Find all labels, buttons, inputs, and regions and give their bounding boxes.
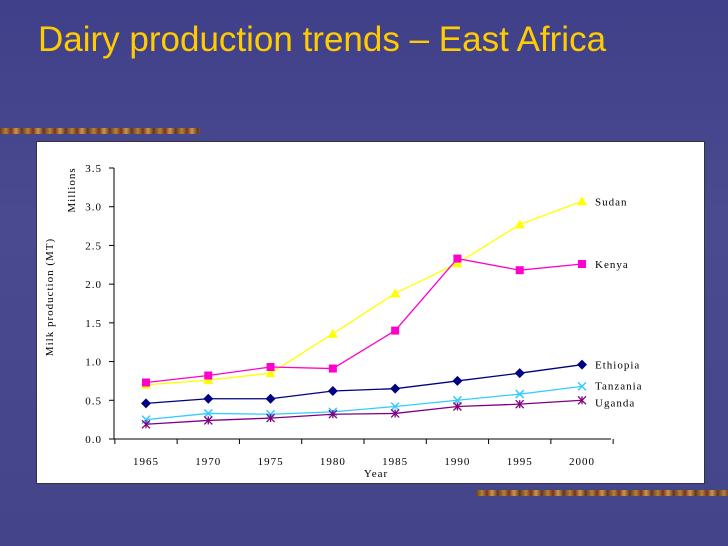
x-tick-label: 1980	[320, 456, 346, 468]
x-tick-label: 1985	[382, 456, 408, 468]
series-line	[145, 200, 583, 386]
x-tick-label: 1975	[258, 456, 284, 468]
series-label-tanzania: Tanzania	[595, 380, 643, 392]
chart-panel: 0.0 0.5 1.0 1.5 2.0 2.5 3.0 3.5 1965 1970 1975 1980…	[36, 141, 705, 484]
data-point	[328, 364, 337, 373]
axes: 0.0 0.5 1.0 1.5 2.0 2.5 3.0 3.5 1965 1970 1975 1980…	[44, 163, 614, 480]
data-point	[327, 385, 338, 396]
data-point	[328, 409, 338, 419]
data-point	[452, 258, 463, 268]
data-point	[452, 402, 462, 411]
data-point	[453, 254, 462, 263]
data-point	[390, 383, 401, 394]
data-point	[203, 415, 213, 425]
data-point	[265, 393, 276, 404]
series-sudan	[141, 196, 587, 389]
data-point	[515, 266, 524, 275]
y-tick-label: 1.0	[85, 357, 102, 369]
data-point	[204, 371, 213, 380]
data-point	[141, 419, 151, 429]
data-point	[141, 398, 151, 409]
data-point-stroke	[515, 389, 525, 399]
data-point	[142, 378, 150, 387]
x-tick-label: 1995	[507, 456, 533, 468]
data-point	[390, 401, 400, 412]
data-point-stroke	[577, 381, 587, 391]
series-tanzania	[141, 381, 587, 425]
data-point	[514, 219, 525, 229]
data-point	[266, 362, 275, 371]
series-line	[145, 399, 583, 425]
series-line	[145, 385, 583, 421]
series-label-kenya: Kenya	[595, 259, 629, 271]
data-point	[265, 368, 276, 378]
series-line	[145, 257, 583, 384]
data-point	[577, 381, 587, 391]
y-tick-label: 2.0	[85, 279, 102, 291]
x-tick-label: 1970	[195, 456, 221, 468]
y-tick-label: 3.0	[85, 202, 102, 214]
data-point	[390, 408, 400, 418]
data-point	[515, 389, 525, 399]
x-tick-label: 1990	[444, 456, 470, 468]
series-line	[145, 364, 583, 405]
series-kenya	[142, 254, 586, 387]
series-label-uganda: Uganda	[595, 397, 635, 409]
data-point	[203, 408, 213, 418]
series-labels: Sudan Kenya Ethiopia Tanzania Uganda	[595, 196, 643, 409]
data-point	[203, 393, 214, 404]
y-axis-title: Milk production (MT)	[44, 238, 56, 356]
slide-title: Dairy production trends – East Africa	[38, 20, 607, 59]
data-point	[391, 326, 400, 335]
data-point	[203, 375, 214, 385]
y-tick-label: 1.5	[85, 318, 102, 330]
y-tick-label: 0.5	[85, 395, 102, 407]
decorative-bar-bottom	[476, 490, 728, 496]
y-tick-label: 0.0	[85, 434, 102, 446]
data-point	[514, 368, 525, 379]
x-axis-title: Year	[364, 468, 388, 480]
x-tick-label: 1965	[133, 456, 159, 468]
series-label-sudan: Sudan	[595, 196, 628, 208]
data-point	[577, 359, 587, 370]
data-point	[390, 288, 401, 298]
y-axis-unit: Millions	[66, 167, 78, 212]
data-point	[578, 260, 586, 269]
x-tick-label: 2000	[569, 456, 595, 468]
decorative-bar-top	[0, 128, 200, 134]
y-tick-label: 2.5	[85, 240, 102, 252]
series-label-ethiopia: Ethiopia	[595, 360, 640, 372]
data-point-stroke	[390, 401, 400, 412]
data-point	[577, 196, 587, 206]
data-point-stroke	[203, 408, 213, 418]
series-uganda	[141, 395, 587, 429]
series-layer	[141, 196, 587, 429]
data-point	[515, 399, 525, 409]
y-tick-label: 3.5	[85, 163, 102, 175]
line-chart: 0.0 0.5 1.0 1.5 2.0 2.5 3.0 3.5 1965 1970 1975 1980…	[44, 163, 643, 480]
series-ethiopia	[141, 359, 587, 409]
data-point	[577, 395, 587, 405]
data-point	[327, 328, 338, 338]
data-point	[452, 375, 463, 386]
data-point	[266, 413, 276, 423]
